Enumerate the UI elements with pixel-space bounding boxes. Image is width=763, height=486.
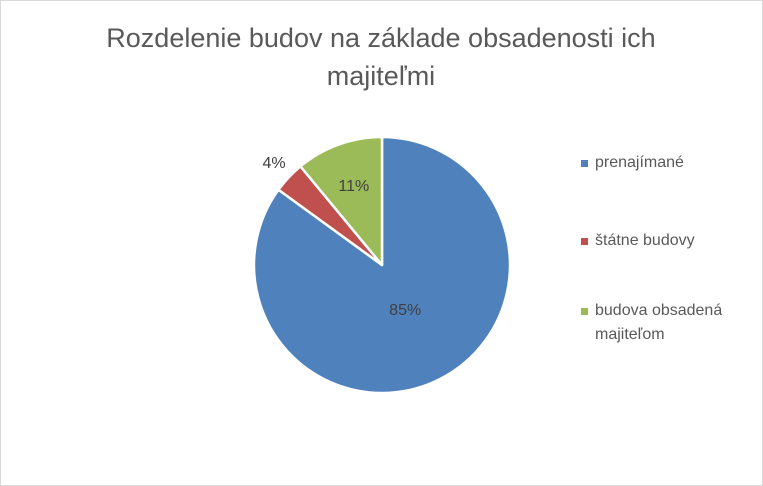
legend-label: prenajímané xyxy=(595,154,684,171)
pie-slice xyxy=(299,135,384,267)
legend-label: budova obsadená majiteľom xyxy=(595,302,723,343)
legend-swatch xyxy=(581,238,588,245)
legend-label: štátne budovy xyxy=(595,232,695,249)
data-label: 85% xyxy=(389,302,421,319)
data-label: 11% xyxy=(338,178,369,195)
legend-swatch xyxy=(581,160,588,167)
data-label: 4% xyxy=(263,155,286,172)
chart-title: Rozdelenie budov na základe obsadenosti … xyxy=(106,23,656,91)
legend-swatch xyxy=(581,308,588,315)
